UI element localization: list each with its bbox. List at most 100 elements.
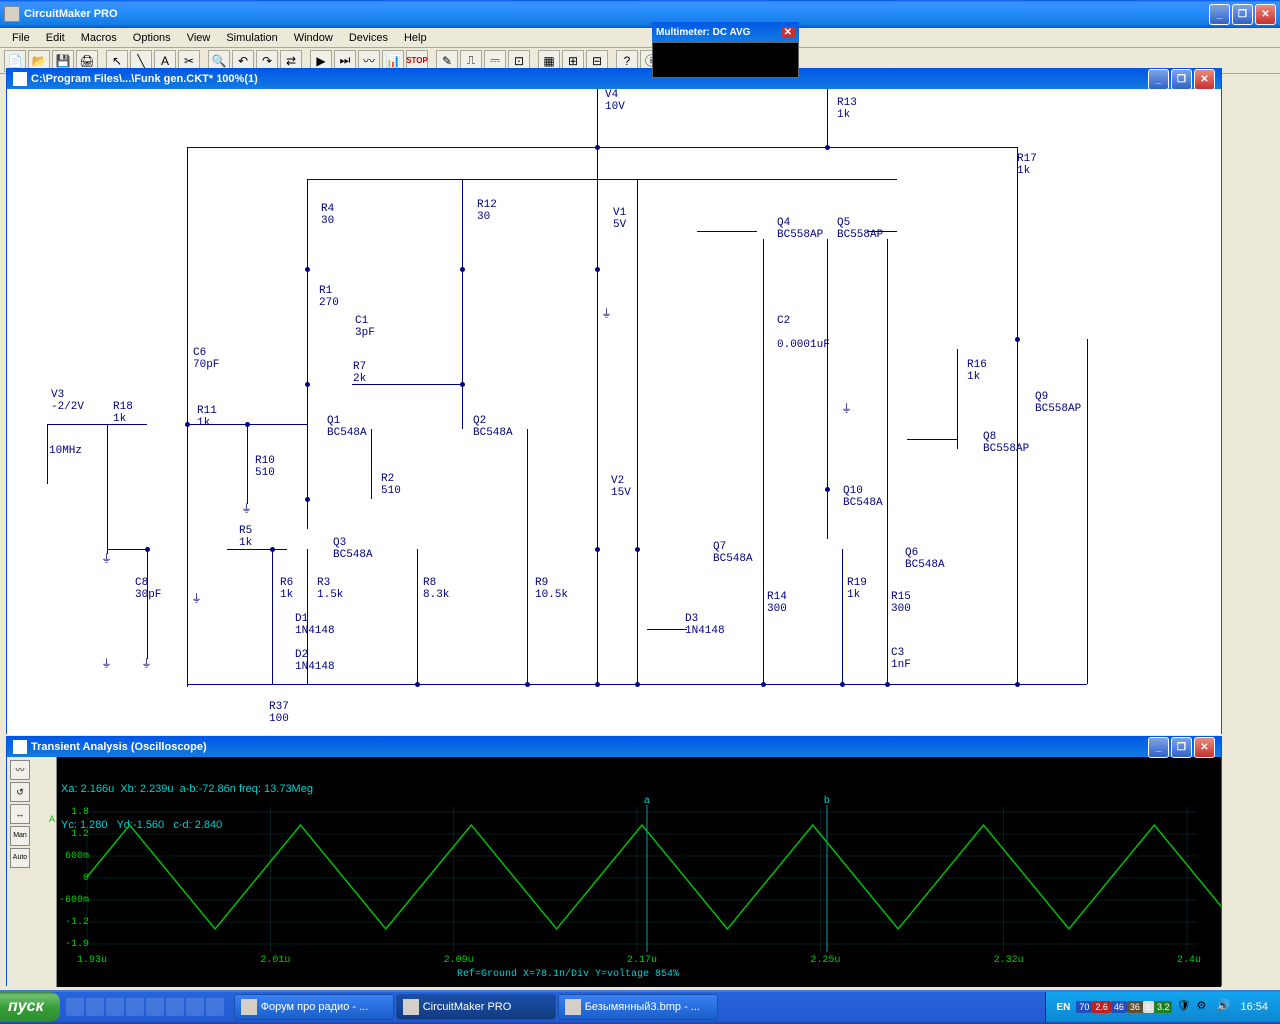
component-label[interactable]: R12 30	[477, 199, 497, 223]
taskbar-task[interactable]: Безымянный3.bmp - ...	[558, 994, 718, 1020]
tray-icon[interactable]: 🛡	[1176, 999, 1192, 1015]
menu-help[interactable]: Help	[396, 30, 435, 46]
scope-plot[interactable]: Xa: 2.166u Xb: 2.239u a-b:-72.86n freq: …	[57, 757, 1221, 987]
ql-item[interactable]	[86, 998, 104, 1016]
minimize-button[interactable]: _	[1209, 4, 1230, 25]
menu-macros[interactable]: Macros	[73, 30, 125, 46]
component-label[interactable]: V4 10V	[605, 89, 625, 113]
circuit-title-text: C:\Program Files\...\Funk gen.CKT* 100%(…	[31, 73, 1148, 85]
component-label[interactable]: R17 1k	[1017, 153, 1037, 177]
scope-man-button[interactable]: Man	[10, 826, 30, 846]
tray-monitor-pill[interactable]: 3.2	[1154, 1001, 1173, 1013]
component-label[interactable]: C3 1nF	[891, 647, 911, 671]
menu-edit[interactable]: Edit	[38, 30, 73, 46]
tray-clock[interactable]: 16:54	[1236, 1001, 1272, 1013]
menu-window[interactable]: Window	[286, 30, 341, 46]
component-label[interactable]: Q10 BC548A	[843, 485, 883, 509]
component-label[interactable]: D3 1N4148	[685, 613, 725, 637]
component-label[interactable]: Q8 BC558AP	[983, 431, 1029, 455]
menu-devices[interactable]: Devices	[341, 30, 396, 46]
circuit-close-button[interactable]: ✕	[1194, 69, 1215, 90]
component-label[interactable]: 0.0001uF	[777, 339, 830, 351]
ql-item[interactable]	[166, 998, 184, 1016]
multimeter-window[interactable]: Multimeter: DC AVG ✕	[652, 22, 799, 78]
menu-options[interactable]: Options	[125, 30, 179, 46]
ql-item[interactable]	[146, 998, 164, 1016]
ql-item[interactable]	[186, 998, 204, 1016]
component-label[interactable]: R16 1k	[967, 359, 987, 383]
component-label[interactable]: Q4 BC558AP	[777, 217, 823, 241]
component-label[interactable]: R37 100	[269, 701, 289, 725]
scope-maximize-button[interactable]: ❐	[1171, 737, 1192, 758]
component-label[interactable]: R13 1k	[837, 97, 857, 121]
component-label[interactable]: R5 1k	[239, 525, 252, 549]
component-label[interactable]: R6 1k	[280, 577, 293, 601]
scope-cursor-button[interactable]: ↔	[10, 804, 30, 824]
task-label: CircuitMaker PRO	[423, 1001, 512, 1013]
component-label[interactable]: R3 1.5k	[317, 577, 343, 601]
component-label[interactable]: V2 15V	[611, 475, 631, 499]
tray-monitor-pill[interactable]: 46	[1111, 1001, 1127, 1013]
component-label[interactable]: R9 10.5k	[535, 577, 568, 601]
ql-item[interactable]	[126, 998, 144, 1016]
component-label[interactable]: R10 510	[255, 455, 275, 479]
tray-monitor-pill[interactable]: 70	[1076, 1001, 1092, 1013]
component-label[interactable]: R14 300	[767, 591, 787, 615]
multimeter-close-icon[interactable]: ✕	[781, 27, 795, 38]
menu-simulation[interactable]: Simulation	[218, 30, 285, 46]
tray-language[interactable]: EN	[1054, 1002, 1072, 1013]
component-label[interactable]: D1 1N4148	[295, 613, 335, 637]
tray-monitor-pill[interactable]: 36	[1127, 1001, 1143, 1013]
component-label[interactable]: R1 270	[319, 285, 339, 309]
component-label[interactable]: V1 5V	[613, 207, 626, 231]
menu-view[interactable]: View	[179, 30, 219, 46]
scope-mode-button[interactable]: 〰	[10, 760, 30, 780]
scope-reset-button[interactable]: ↺	[10, 782, 30, 802]
menu-file[interactable]: File	[4, 30, 38, 46]
component-label[interactable]: R8 8.3k	[423, 577, 449, 601]
close-button[interactable]: ✕	[1255, 4, 1276, 25]
component-label[interactable]: R11 1k	[197, 405, 217, 429]
taskbar-task[interactable]: CircuitMaker PRO	[396, 994, 556, 1020]
circuit-minimize-button[interactable]: _	[1148, 69, 1169, 90]
component-label[interactable]: C6 70pF	[193, 347, 219, 371]
ql-item[interactable]	[206, 998, 224, 1016]
component-label[interactable]: Q9 BC558AP	[1035, 391, 1081, 415]
tray-icon[interactable]: ⚙	[1196, 999, 1212, 1015]
ql-item[interactable]	[66, 998, 84, 1016]
component-label[interactable]: C2	[777, 315, 790, 327]
component-label[interactable]: R7 2k	[353, 361, 366, 385]
taskbar-task[interactable]: Форум про радио - ...	[234, 994, 394, 1020]
component-label[interactable]: C1 3pF	[355, 315, 375, 339]
circuit-doc-icon	[13, 72, 27, 86]
component-label[interactable]: R15 300	[891, 591, 911, 615]
component-label[interactable]: Q6 BC548A	[905, 547, 945, 571]
circuit-canvas[interactable]: V4 10V R13 1k R17 1k R4 30 R12 30 V1 5V Q4 BC5…	[7, 89, 1221, 735]
component-label[interactable]: Q2 BC548A	[473, 415, 513, 439]
tray-monitor-pill[interactable]: 1	[1143, 1001, 1154, 1013]
tray-monitor-pill[interactable]: 2.6	[1092, 1001, 1111, 1013]
component-label[interactable]: D2 1N4148	[295, 649, 335, 673]
component-label[interactable]: R4 30	[321, 203, 334, 227]
start-button[interactable]: пуск	[0, 992, 60, 1022]
window-buttons: _ ❐ ✕	[1209, 4, 1276, 25]
component-label[interactable]: Q5 BC558AP	[837, 217, 883, 241]
maximize-button[interactable]: ❐	[1232, 4, 1253, 25]
scope-close-button[interactable]: ✕	[1194, 737, 1215, 758]
component-label[interactable]: R2 510	[381, 473, 401, 497]
component-label[interactable]: 10MHz	[49, 445, 82, 457]
component-label[interactable]: R19 1k	[847, 577, 867, 601]
component-label[interactable]: C8 30pF	[135, 577, 161, 601]
scope-minimize-button[interactable]: _	[1148, 737, 1169, 758]
component-label[interactable]: Q1 BC548A	[327, 415, 367, 439]
component-label[interactable]: R18 1k	[113, 401, 133, 425]
circuit-maximize-button[interactable]: ❐	[1171, 69, 1192, 90]
component-label[interactable]: V3 -2/2V	[51, 389, 84, 413]
ql-item[interactable]	[106, 998, 124, 1016]
scope-auto-button[interactable]: Auto	[10, 848, 30, 868]
scope-body: 〰 ↺ ↔ Man Auto Xa: 2.166u Xb: 2.239u a-b…	[7, 757, 1221, 987]
component-label[interactable]: Q3 BC548A	[333, 537, 373, 561]
tray-icon[interactable]: 🔊	[1216, 999, 1232, 1015]
component-label[interactable]: Q7 BC548A	[713, 541, 753, 565]
scope-x-label: 2.4u	[1177, 955, 1201, 966]
